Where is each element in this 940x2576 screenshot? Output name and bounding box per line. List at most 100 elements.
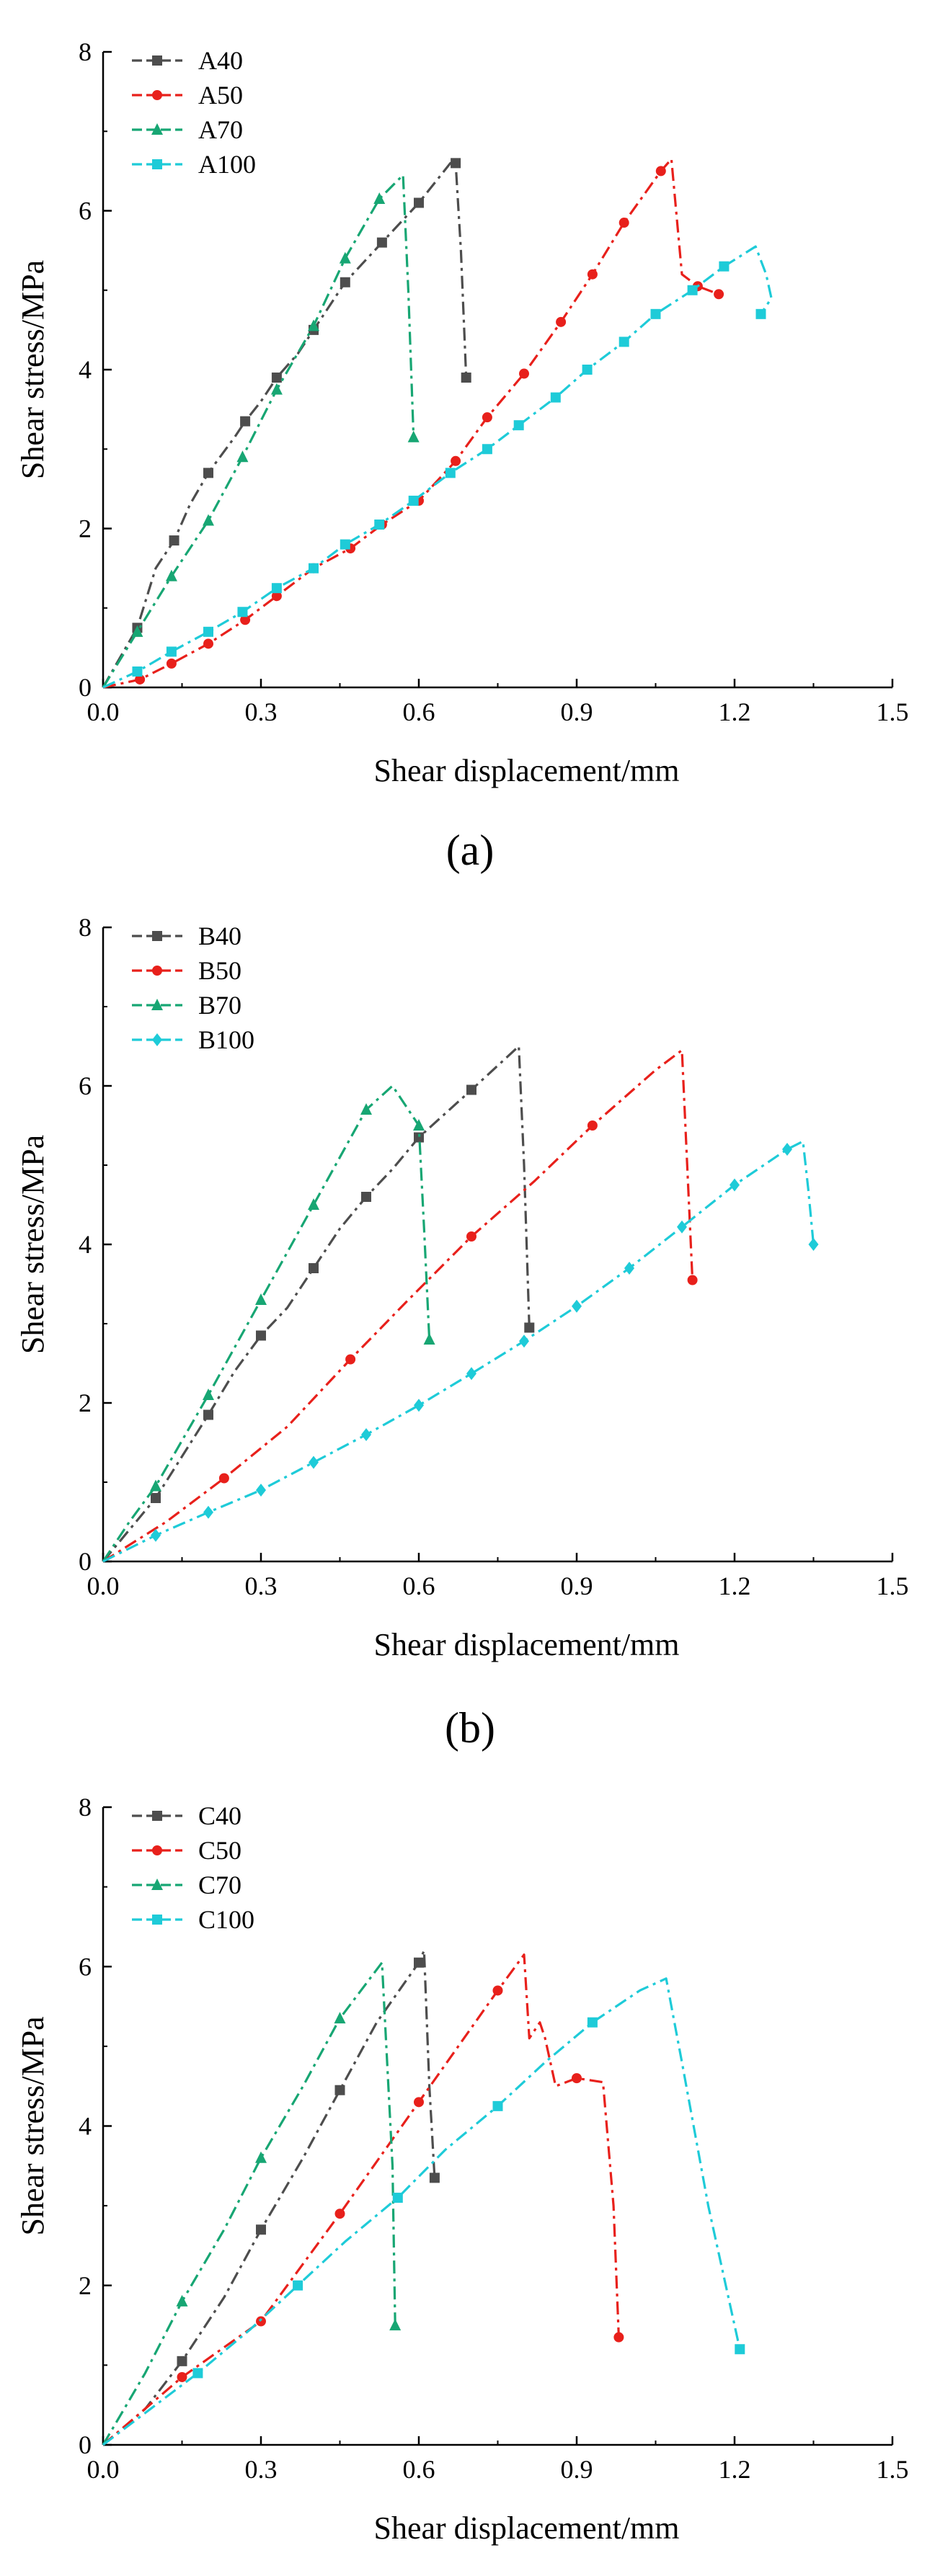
- data-point-A40: [451, 158, 461, 169]
- x-axis-title: Shear displacement/mm: [374, 2510, 680, 2546]
- y-axis-title: Shear stress/MPa: [15, 260, 50, 479]
- data-point-B100: [466, 1367, 476, 1381]
- series-line-C50: [102, 1953, 620, 2446]
- legend-marker-B40: [152, 931, 162, 941]
- data-point-A50: [618, 218, 629, 228]
- legend-marker-A40: [152, 55, 162, 66]
- data-point-B50: [466, 1231, 476, 1242]
- legend-label-C70: C70: [198, 1871, 241, 1899]
- data-point-A40: [240, 416, 251, 427]
- data-point-A70: [407, 430, 420, 442]
- data-point-A50: [482, 412, 492, 423]
- data-point-B100: [309, 1456, 319, 1469]
- x-tick-label: 0.3: [245, 698, 278, 726]
- x-tick-label: 0.3: [245, 1572, 278, 1600]
- series-line-A50: [102, 158, 719, 689]
- y-tick-label: 6: [79, 197, 92, 226]
- data-point-A40: [414, 197, 424, 208]
- y-axis-title: Shear stress/MPa: [15, 1135, 50, 1354]
- data-point-A40: [203, 468, 213, 478]
- data-point-B70: [423, 1333, 435, 1345]
- data-point-A70: [373, 192, 386, 204]
- y-tick-label: 4: [79, 1230, 92, 1259]
- x-tick-label: 1.5: [877, 698, 909, 726]
- data-point-A100: [687, 285, 698, 295]
- y-tick-label: 4: [79, 355, 92, 384]
- y-tick-label: 0: [79, 1547, 92, 1576]
- data-point-A50: [655, 166, 666, 177]
- x-tick-label: 0.3: [245, 2455, 278, 2484]
- data-point-A70: [131, 625, 143, 637]
- data-point-A50: [451, 455, 461, 466]
- data-point-B40: [151, 1493, 161, 1503]
- data-point-C100: [293, 2280, 303, 2291]
- data-point-C70: [334, 2012, 346, 2024]
- data-point-B40: [203, 1409, 213, 1420]
- chart-panel-1: 0.0 0.3 0.6 0.9 1.2 1.5 0 2 4 6 8 Shear displacemen…: [15, 37, 909, 874]
- legend-label-A70: A70: [198, 115, 243, 144]
- legend-label-B40: B40: [198, 922, 241, 950]
- series-line-A70: [102, 174, 415, 688]
- data-point-C70: [255, 2151, 267, 2163]
- data-point-B100: [414, 1399, 424, 1412]
- legend-label-B50: B50: [198, 956, 241, 985]
- data-point-B100: [256, 1484, 266, 1497]
- y-tick-label: 6: [79, 1952, 92, 1981]
- data-point-C50: [256, 2316, 266, 2327]
- data-point-A40: [271, 373, 282, 383]
- y-tick-label: 0: [79, 2430, 92, 2459]
- x-tick-label: 0.9: [561, 698, 593, 726]
- legend-marker-A100: [152, 159, 162, 169]
- x-tick-label: 1.2: [719, 2455, 751, 2484]
- data-point-C100: [735, 2344, 745, 2355]
- data-point-B70: [413, 1119, 425, 1131]
- x-tick-label: 0.0: [87, 2455, 120, 2484]
- x-tick-label: 1.2: [719, 698, 751, 726]
- legend-label-B70: B70: [198, 991, 241, 1020]
- data-point-B100: [624, 1262, 634, 1275]
- data-point-A100: [582, 365, 593, 375]
- data-point-A50: [203, 638, 213, 649]
- series-line-C100: [102, 1977, 741, 2446]
- data-point-A100: [550, 392, 561, 403]
- data-point-C100: [492, 2100, 503, 2111]
- data-point-A50: [556, 316, 567, 327]
- data-point-C70: [176, 2294, 188, 2307]
- x-axis-title: Shear displacement/mm: [374, 1627, 680, 1662]
- panel-label: (b): [445, 1704, 495, 1752]
- series-line-B40: [102, 1045, 531, 1563]
- data-point-A50: [166, 658, 177, 669]
- data-point-A100: [755, 308, 766, 319]
- x-tick-label: 0.6: [403, 2455, 435, 2484]
- data-point-A50: [714, 289, 724, 300]
- data-point-B50: [218, 1473, 229, 1484]
- series-line-A40: [102, 161, 468, 688]
- data-point-C50: [414, 2097, 424, 2108]
- data-point-A50: [135, 674, 146, 685]
- y-axis-title: Shear stress/MPa: [15, 2016, 50, 2235]
- data-point-A100: [408, 495, 419, 506]
- data-point-A70: [203, 514, 214, 526]
- data-point-A100: [482, 444, 492, 455]
- chart-panel-2: 0.0 0.3 0.6 0.9 1.2 1.5 0 2 4 6 8 Shear displacemen…: [15, 913, 909, 1752]
- legend-marker-B50: [152, 966, 162, 976]
- data-point-B70: [150, 1479, 161, 1492]
- data-point-B40: [524, 1322, 535, 1333]
- y-tick-label: 2: [79, 2271, 92, 2300]
- data-point-C50: [177, 2371, 187, 2382]
- data-point-A100: [650, 308, 661, 319]
- legend-marker-C100: [152, 1915, 162, 1925]
- legend-label-B100: B100: [198, 1025, 254, 1054]
- data-point-A100: [719, 261, 730, 272]
- data-point-A100: [374, 519, 385, 530]
- x-tick-label: 0.6: [403, 1572, 435, 1600]
- data-point-A100: [271, 583, 282, 594]
- data-point-C50: [613, 2332, 624, 2343]
- data-point-A40: [169, 535, 179, 546]
- data-point-A40: [340, 277, 350, 288]
- legend-marker-A70: [151, 123, 163, 135]
- data-point-C100: [192, 2368, 203, 2379]
- data-point-A100: [237, 607, 248, 618]
- data-point-B40: [466, 1084, 476, 1095]
- data-point-B100: [808, 1238, 819, 1251]
